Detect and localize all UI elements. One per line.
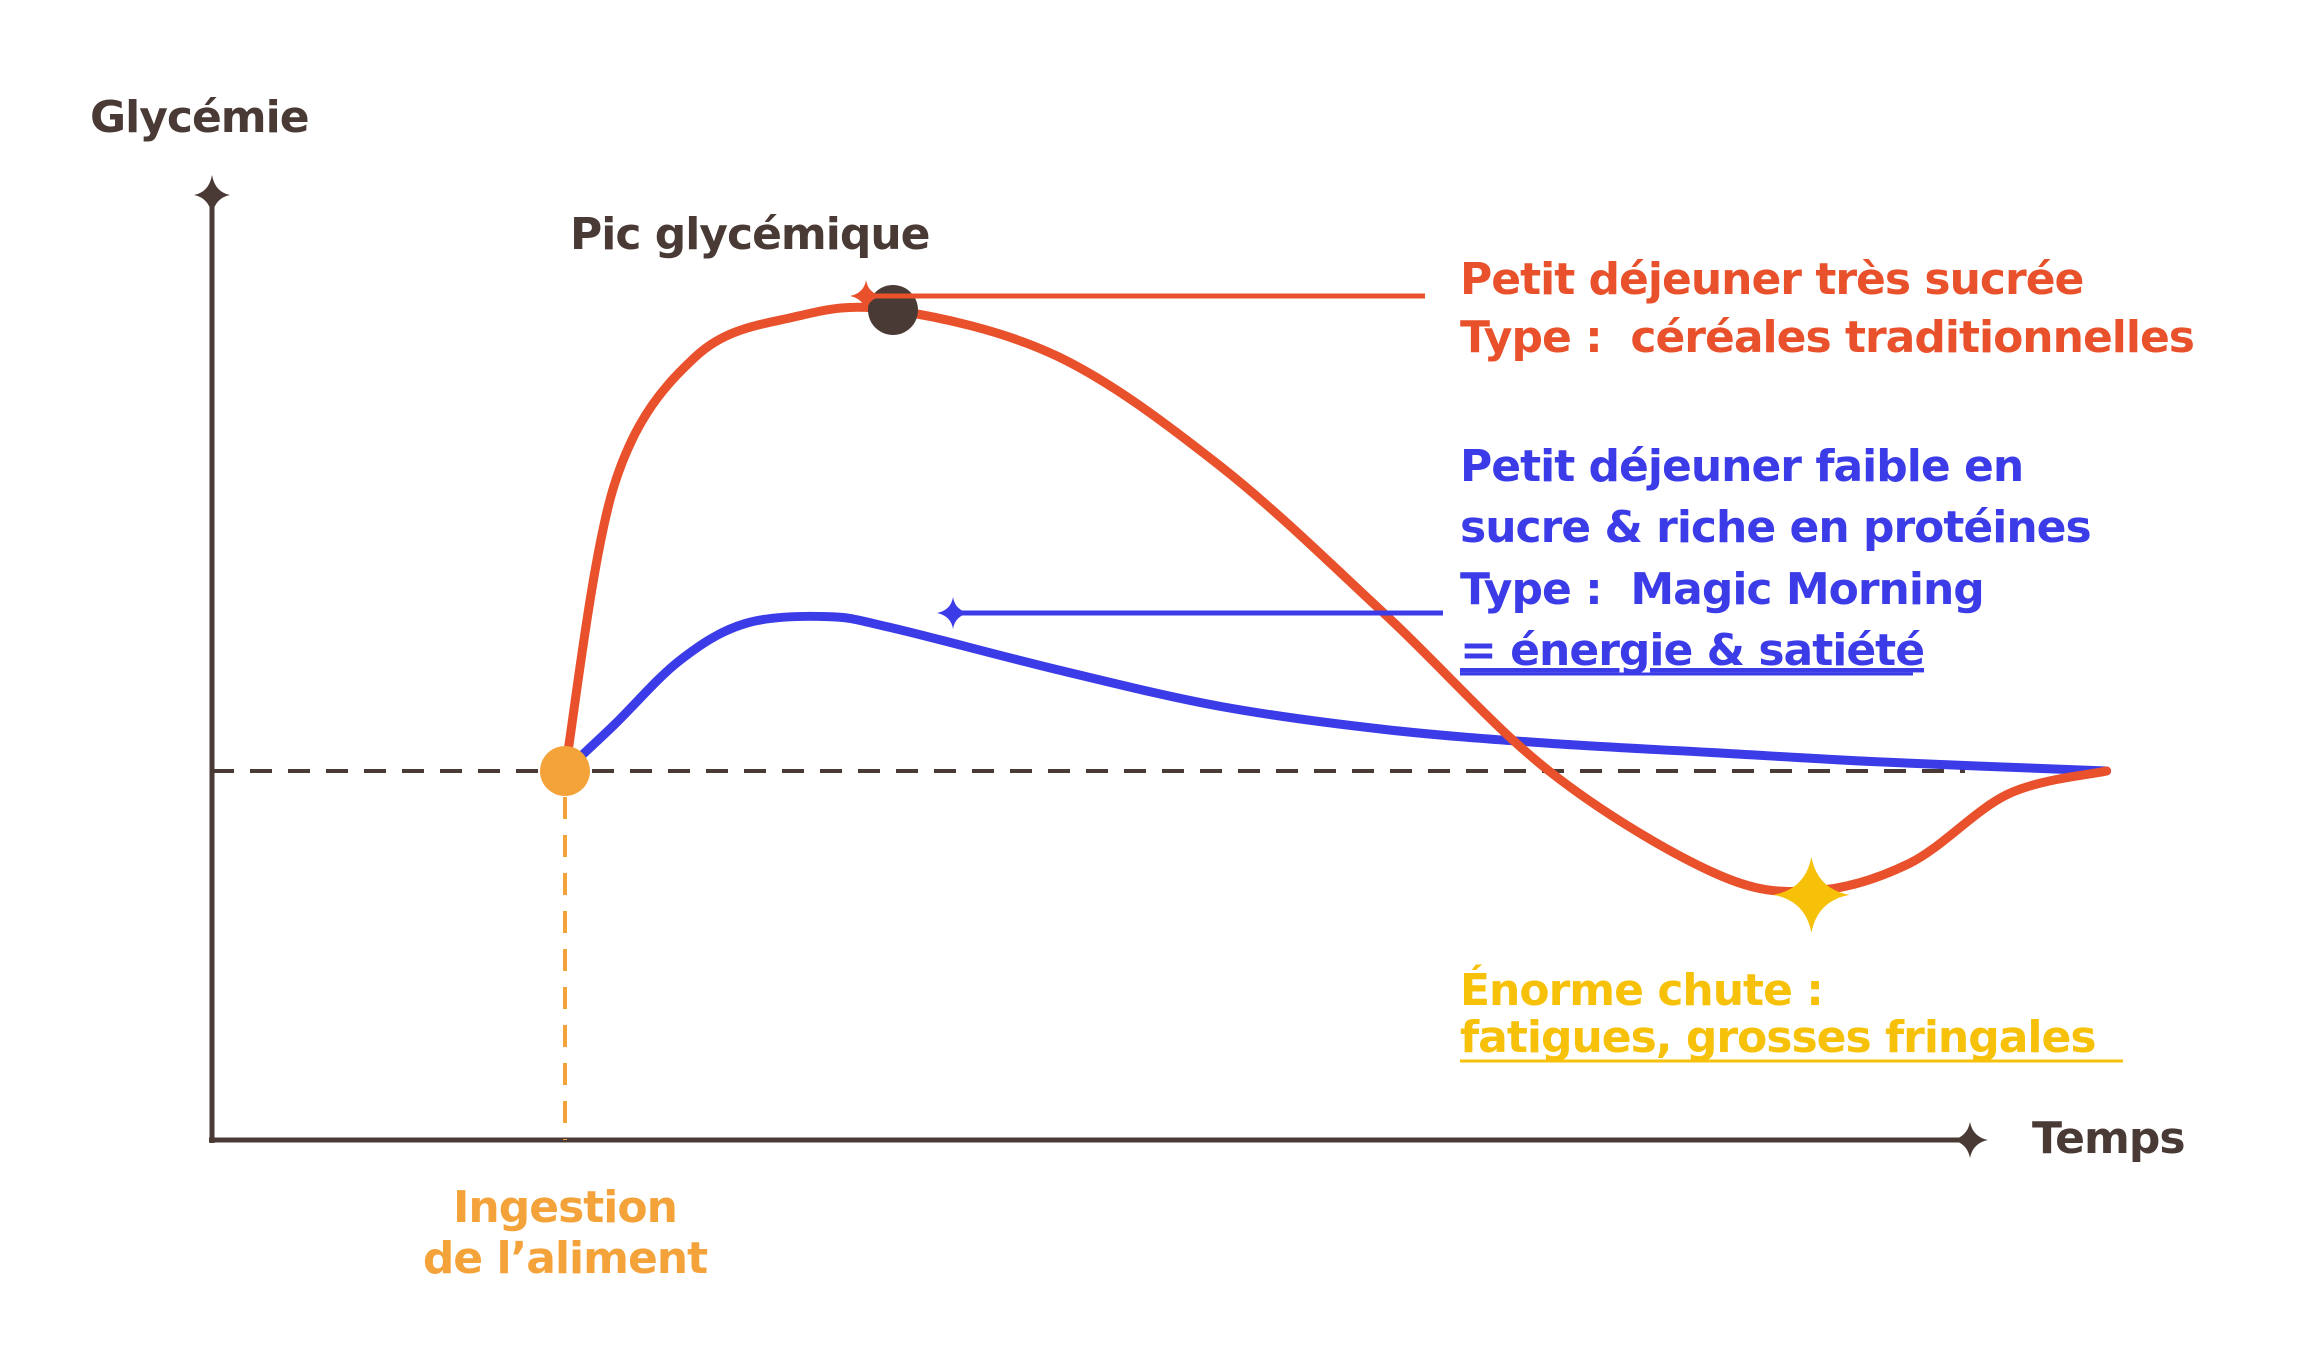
- crash-star-icon: [1773, 856, 1850, 933]
- axes: [194, 175, 1988, 1158]
- ingestion-label-line1: Ingestion: [453, 1182, 677, 1233]
- y-axis-label: Glycémie: [90, 92, 309, 143]
- sugary-label-line2: Type : céréales traditionnelles: [1460, 312, 2194, 363]
- protein-callout-sparkle-icon: [937, 597, 969, 629]
- series-line-protein-breakfast: [560, 611, 2112, 776]
- protein-label-line3: Type : Magic Morning: [1460, 564, 1984, 615]
- peak-annotation: Pic glycémique: [570, 209, 930, 260]
- sugary-label-line1: Petit déjeuner très sucrée: [1460, 254, 2083, 305]
- ingestion-label-line2: de l’aliment: [423, 1233, 708, 1284]
- crash-label-line1: Énorme chute :: [1460, 963, 1823, 1016]
- ingestion-point: [540, 746, 590, 796]
- x-axis-arrow-icon: [1952, 1122, 1988, 1158]
- crash-label-line2: fatigues, grosses fringales: [1460, 1012, 2096, 1063]
- protein-label-line2: sucre & riche en protéines: [1460, 502, 2091, 553]
- peak-point: [868, 285, 918, 335]
- series-line-sugary-breakfast: [560, 302, 2112, 896]
- protein-label-line4: = énergie & satiété: [1460, 625, 1924, 676]
- protein-label-line1: Petit déjeuner faible en: [1460, 441, 2023, 492]
- sugary-callout-sparkle-icon: [850, 280, 882, 312]
- x-axis-label: Temps: [2032, 1113, 2185, 1164]
- y-axis-arrow-icon: [194, 175, 230, 215]
